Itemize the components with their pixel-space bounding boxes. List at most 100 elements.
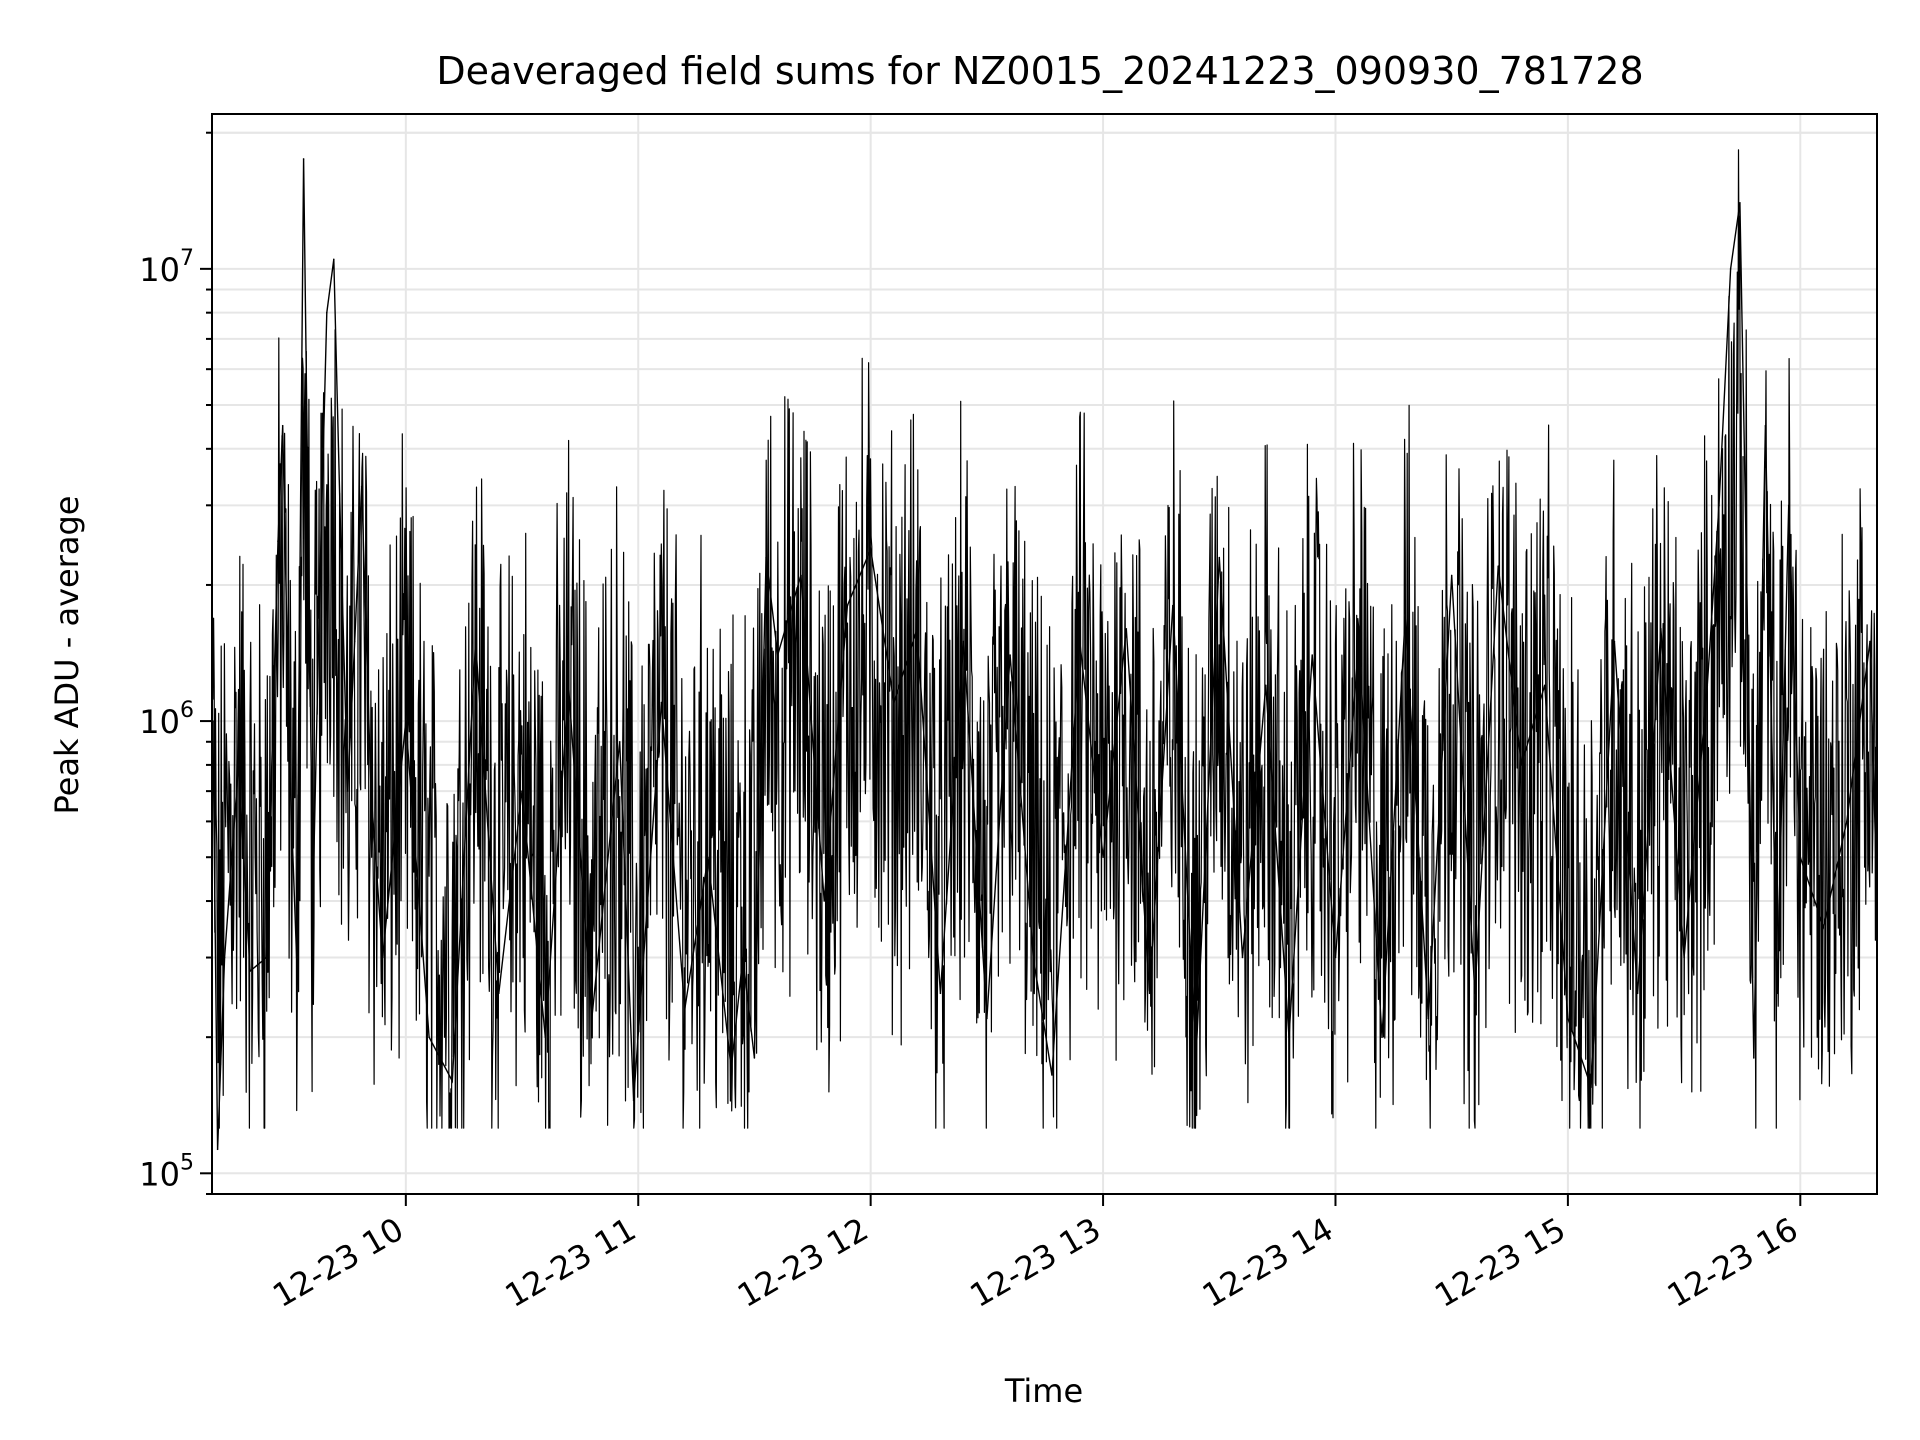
data-point — [1706, 684, 1709, 687]
data-point — [1450, 574, 1453, 577]
data-point — [1102, 856, 1104, 858]
data-point — [1195, 1057, 1197, 1059]
data-point — [1172, 604, 1174, 607]
data-point — [707, 856, 709, 858]
data-point — [591, 1017, 593, 1020]
x-axis-label: Time — [1004, 1372, 1083, 1410]
y-tick-exponent: 5 — [180, 1150, 194, 1175]
y-tick-base: 10 — [139, 251, 180, 289]
data-point — [451, 1080, 454, 1082]
data-point — [498, 992, 500, 995]
chart-title: Deaveraged field sums for NZ0015_2024122… — [436, 49, 1643, 93]
data-point — [1822, 926, 1825, 929]
y-tick-exponent: 6 — [180, 698, 194, 723]
y-tick-base: 10 — [139, 1155, 180, 1193]
data-point — [1520, 764, 1523, 766]
data-point — [333, 258, 335, 261]
data-point — [1288, 1036, 1290, 1038]
data-point — [765, 556, 767, 559]
data-point — [1799, 856, 1802, 858]
y-tick-label: 105 — [139, 1150, 194, 1193]
data-point — [1218, 556, 1221, 559]
data-point — [1729, 268, 1732, 270]
data-point — [405, 720, 407, 722]
data-point — [381, 956, 384, 959]
data-point — [1543, 684, 1546, 687]
data-point — [893, 701, 895, 704]
data-point — [277, 540, 279, 542]
data-point — [1032, 956, 1035, 959]
data-point — [265, 956, 268, 959]
data-point — [1590, 1086, 1592, 1088]
data-point — [1381, 1036, 1383, 1038]
data-point — [962, 640, 965, 643]
data-point — [1265, 684, 1267, 687]
data-point — [1683, 956, 1685, 959]
plot-frame — [211, 113, 1878, 1195]
data-point — [319, 584, 321, 586]
data-point — [1404, 616, 1406, 618]
data-point — [1746, 584, 1748, 586]
data-point — [1241, 956, 1244, 959]
data-point — [428, 1036, 430, 1038]
y-axis-label: Peak ADU - average — [48, 496, 86, 815]
data-point — [1311, 654, 1313, 656]
y-tick-base: 10 — [139, 703, 180, 741]
data-point — [1125, 628, 1128, 630]
data-point — [360, 485, 363, 488]
y-tick-exponent: 7 — [180, 246, 194, 271]
data-point — [353, 640, 356, 643]
data-point — [869, 548, 872, 550]
y-tick-label: 106 — [139, 698, 194, 741]
data-point — [1613, 640, 1616, 643]
data-point — [1846, 820, 1848, 823]
data-point — [237, 764, 240, 766]
data-point — [776, 654, 779, 656]
data-point — [521, 790, 523, 792]
data-point — [916, 628, 918, 630]
y-tick-label: 107 — [139, 246, 194, 289]
data-point — [1718, 504, 1720, 507]
data-point — [474, 640, 477, 643]
data-point — [1079, 640, 1081, 643]
data-point — [1753, 1057, 1755, 1059]
data-point — [1357, 640, 1360, 643]
data-point — [544, 1036, 547, 1038]
data-point — [730, 1068, 732, 1070]
data-point — [1776, 992, 1778, 995]
data-point — [1787, 504, 1790, 507]
data-point — [800, 574, 802, 577]
data-point — [295, 956, 298, 959]
data-point — [340, 540, 342, 542]
data-point — [281, 424, 284, 427]
data-point — [1148, 992, 1151, 995]
data-point — [1497, 565, 1499, 567]
data-point — [846, 604, 849, 607]
data-point — [1869, 640, 1871, 643]
data-point — [1739, 202, 1741, 204]
data-point — [370, 790, 372, 792]
data-point — [683, 1008, 686, 1011]
data-point — [1051, 1074, 1053, 1076]
data-point — [567, 684, 570, 687]
data-point — [1567, 1017, 1569, 1020]
data-point — [1474, 992, 1476, 995]
data-point — [1764, 424, 1767, 427]
series-group — [212, 149, 1878, 1151]
data-point — [216, 1148, 219, 1151]
data-point — [660, 701, 663, 704]
data-point — [302, 158, 305, 160]
data-point — [1427, 1017, 1430, 1020]
data-point — [288, 764, 291, 766]
data-point — [326, 311, 328, 314]
data-point — [742, 956, 744, 959]
data-point — [939, 992, 942, 995]
data-point — [1009, 654, 1011, 656]
data-point — [223, 956, 226, 959]
data-point — [1660, 628, 1662, 630]
data-point — [249, 970, 251, 972]
data-point — [986, 1017, 988, 1020]
data-point — [1334, 956, 1337, 959]
